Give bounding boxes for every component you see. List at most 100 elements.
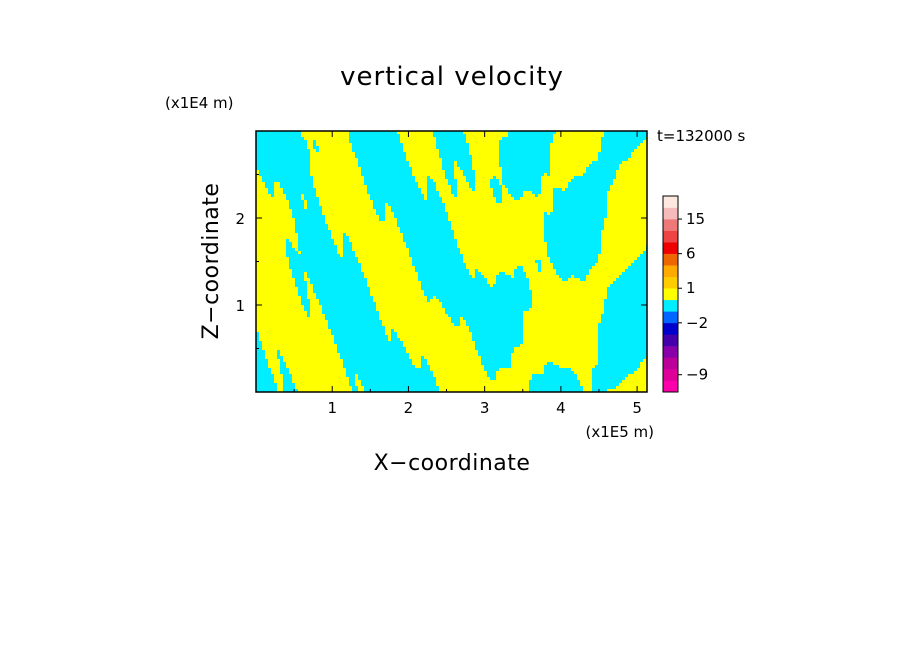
- field-cell: [610, 131, 614, 186]
- y-axis-ticks: 12: [235, 174, 647, 349]
- field-cell: [586, 167, 590, 276]
- field-cell: [388, 206, 392, 342]
- field-cell: [637, 131, 641, 147]
- field-cell: [619, 131, 623, 165]
- field-cell: [607, 131, 611, 192]
- field-cell: [523, 131, 527, 192]
- field-cell: [559, 188, 563, 279]
- field-cell: [538, 131, 542, 195]
- field-cell: [289, 209, 293, 243]
- field-cell: [565, 281, 569, 369]
- field-cell: [460, 131, 464, 171]
- field-cell: [586, 275, 590, 392]
- field-cell: [511, 131, 515, 198]
- field-cell: [304, 131, 308, 141]
- field-cell: [571, 371, 575, 392]
- field-cell: [517, 347, 521, 392]
- field-cell: [580, 176, 584, 282]
- field-cell: [631, 374, 635, 392]
- field-cell: [475, 350, 479, 392]
- field-cell: [637, 368, 641, 392]
- field-cell: [277, 182, 281, 351]
- field-cell: [640, 254, 644, 363]
- field-cell: [502, 272, 506, 369]
- field-cell: [529, 308, 533, 381]
- field-cell: [526, 311, 530, 392]
- field-cell: [634, 371, 638, 392]
- field-cell: [556, 365, 560, 392]
- x-tick-label: 1: [327, 399, 337, 417]
- field-cell: [313, 188, 317, 294]
- field-cell: [526, 131, 530, 192]
- field-cell: [304, 281, 308, 312]
- field-cell: [562, 281, 566, 369]
- field-cell: [538, 272, 542, 375]
- colorbar-tick-label: 6: [686, 245, 696, 263]
- field-cell: [523, 272, 527, 312]
- field-cell: [553, 188, 557, 270]
- field-cell: [367, 194, 371, 288]
- field-cell: [490, 380, 494, 392]
- field-cell: [538, 260, 542, 273]
- field-cell: [544, 173, 548, 213]
- field-cell: [631, 131, 635, 153]
- field-cell: [424, 131, 428, 201]
- field-cell: [628, 374, 632, 392]
- field-cell: [562, 368, 566, 392]
- field-cell: [334, 131, 338, 246]
- field-cell: [451, 323, 455, 392]
- field-cell: [505, 368, 509, 392]
- field-cell: [334, 245, 338, 345]
- field-cell: [394, 218, 398, 333]
- field-cell: [439, 197, 443, 303]
- field-cell: [622, 272, 626, 381]
- field-cell: [280, 374, 284, 392]
- field-cell: [532, 194, 536, 375]
- field-cell: [463, 176, 467, 264]
- field-cell: [418, 368, 422, 392]
- field-cell: [319, 206, 323, 306]
- field-cell: [547, 176, 551, 216]
- colorbar-band: [663, 299, 678, 312]
- field-cell: [448, 221, 452, 318]
- field-cell: [400, 233, 404, 342]
- field-cell: [460, 317, 464, 392]
- field-cell: [532, 131, 536, 195]
- field-cell: [535, 197, 539, 261]
- field-cell: [337, 353, 341, 392]
- field-cell: [421, 290, 425, 357]
- field-cell: [316, 152, 320, 198]
- field-cell: [613, 131, 617, 180]
- field-cell: [472, 278, 476, 342]
- field-cell: [517, 266, 521, 348]
- field-cell: [268, 194, 272, 369]
- field-cell: [526, 278, 530, 312]
- field-cell: [346, 377, 350, 392]
- field-cell: [448, 185, 452, 222]
- field-cell: [481, 131, 485, 276]
- field-cell: [277, 350, 281, 360]
- field-cell: [421, 194, 425, 291]
- field-cell: [529, 290, 533, 309]
- field-cell: [499, 368, 503, 392]
- field-cell: [565, 188, 569, 282]
- field-cell: [346, 131, 350, 237]
- field-cell: [367, 287, 371, 392]
- field-cell: [472, 341, 476, 392]
- field-cell: [595, 365, 599, 392]
- field-cell: [589, 131, 593, 165]
- field-cell: [271, 197, 275, 375]
- x-axis-label: X−coordinate: [374, 451, 531, 476]
- field-cell: [358, 131, 362, 168]
- field-cell: [538, 194, 542, 261]
- field-cell: [559, 131, 563, 189]
- field-cell: [493, 380, 497, 392]
- field-cell: [352, 131, 356, 153]
- field-cell: [355, 131, 359, 159]
- field-cell: [610, 185, 614, 285]
- field-cell: [520, 266, 524, 345]
- field-cell: [313, 140, 317, 150]
- field-cell: [412, 176, 416, 267]
- field-cell: [418, 131, 422, 189]
- field-cell: [301, 131, 305, 138]
